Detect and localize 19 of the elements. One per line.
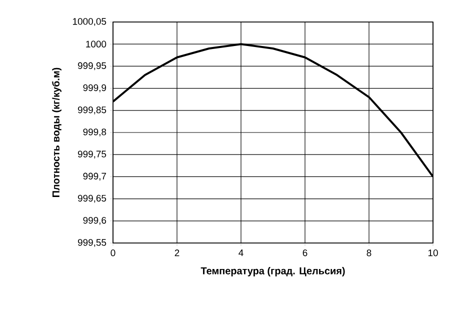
y-tick-label: 999,75	[78, 150, 106, 159]
y-tick-label: 999,7	[83, 172, 106, 181]
y-tick-label: 999,9	[83, 84, 106, 92]
y-tick-label: 999,6	[83, 216, 106, 225]
y-axis-title: Плотность воды (кг/куб.м)	[52, 68, 62, 197]
x-tick-label: 2	[174, 250, 180, 256]
y-tick-label: 1000	[86, 40, 106, 48]
x-tick-label: 4	[238, 250, 244, 256]
y-tick-label: 999,85	[78, 106, 106, 114]
y-tick-label: 999,55	[78, 239, 106, 247]
x-tick-label: 6	[302, 250, 308, 256]
y-tick-label: 1000,05	[72, 18, 106, 26]
y-tick-label: 999,8	[83, 128, 106, 136]
x-tick-label: 8	[366, 250, 372, 256]
y-tick-label: 999,95	[78, 62, 106, 70]
y-tick-label: 999,65	[78, 194, 106, 203]
x-axis-title: Температура (град. Цельсия)	[200, 267, 345, 276]
x-tick-label: 10	[428, 250, 438, 256]
x-tick-label: 0	[110, 250, 116, 256]
